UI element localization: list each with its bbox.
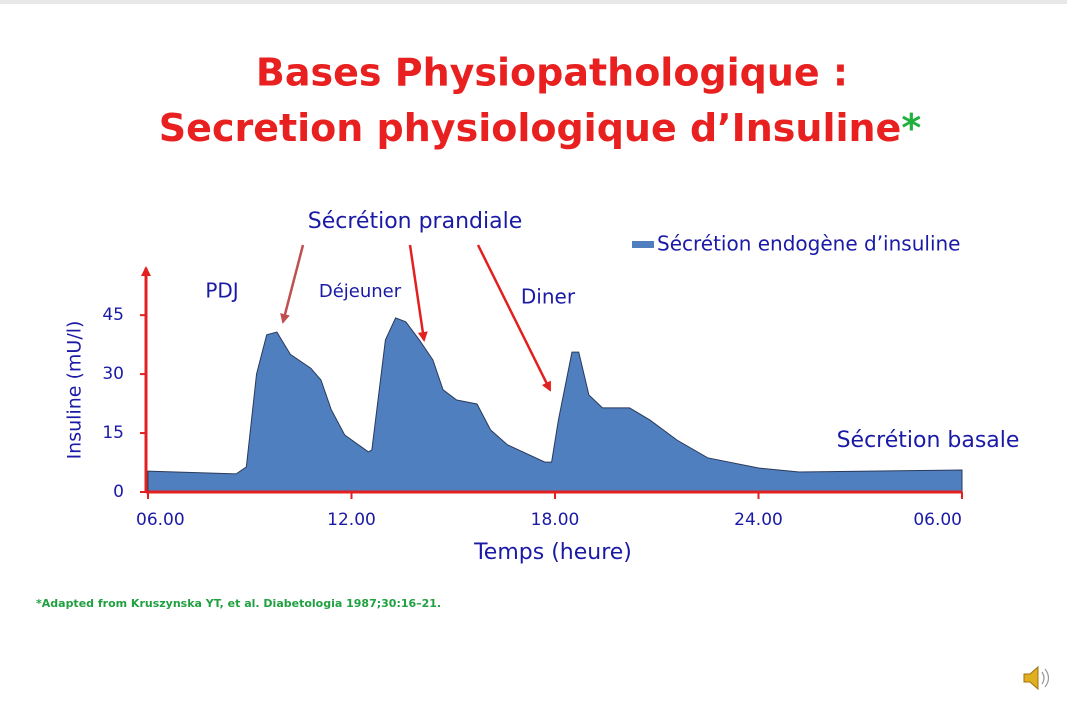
top-border [0,0,1067,4]
title-line: Bases Physiopathologique : [256,51,848,95]
arrow [280,244,305,324]
x-tick-label: 24.00 [734,510,783,530]
arrow [476,244,552,392]
footnote: *Adapted from Kruszynska YT, et al. Diab… [36,597,441,610]
title-line: Secretion physiologique d’Insuline* [159,106,922,150]
y-tick-label: 15 [102,423,124,443]
y-axis-title: Insuline (mU/l) [64,321,86,460]
annotation: Déjeuner [319,281,402,302]
annotation: Sécrétion prandiale [308,209,522,234]
x-tick-label: 06.00 [913,510,962,530]
y-tick-label: 30 [102,364,124,384]
area [147,317,963,493]
x-tick-label: 12.00 [327,510,376,530]
plot: 0 15 30 45 06.00 12.00 18.00 24.00 06.00 [102,266,963,530]
title-text: Secretion physiologique d’Insuline [159,106,902,150]
annotation: Diner [521,285,576,309]
x-axis-title: Temps (heure) [473,540,632,565]
x-tick-label: 06.00 [136,510,185,530]
speaker-icon [1023,665,1050,691]
y-tick-label: 0 [113,482,124,502]
x-tick-label: 18.00 [531,510,580,530]
y-tick-label: 45 [102,305,124,325]
annotation: PDJ [205,279,238,303]
title-asterisk: * [901,106,921,150]
legend-swatch [632,241,654,248]
arrow [408,244,428,342]
annotation: Sécrétion basale [837,428,1020,453]
legend-label: Sécrétion endogène d’insuline [657,232,960,256]
